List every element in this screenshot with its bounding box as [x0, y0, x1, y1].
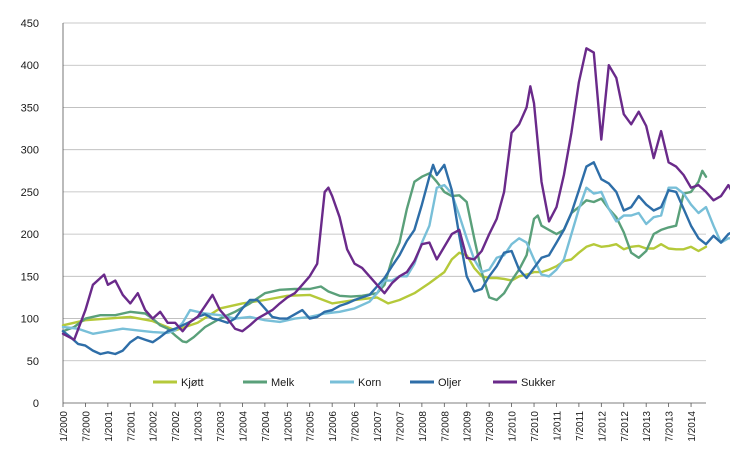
x-tick-label: 1/2007	[373, 411, 384, 442]
x-tick-label: 7/2006	[351, 411, 362, 442]
x-tick-label: 1/2009	[463, 411, 474, 442]
y-tick-label: 350	[21, 102, 39, 114]
y-tick-label: 300	[21, 145, 39, 157]
series-line-sukker	[61, 47, 730, 341]
x-tick-label: 1/2005	[283, 411, 294, 442]
x-tick-label: 1/2003	[194, 411, 205, 442]
x-tick-label: 7/2007	[395, 411, 406, 442]
legend-label-melk: Melk	[271, 377, 295, 389]
y-tick-label: 250	[21, 187, 39, 199]
x-tick-label: 7/2012	[620, 411, 631, 442]
series-lines	[61, 47, 730, 356]
x-tick-label: 1/2001	[104, 411, 115, 442]
x-tick-label: 1/2012	[597, 411, 608, 442]
x-tick-label: 1/2004	[238, 411, 249, 442]
legend-label-korn: Korn	[358, 377, 381, 389]
x-tick-label: 1/2014	[687, 411, 698, 442]
x-tick-label: 7/2009	[485, 411, 496, 442]
legend-label-sukker: Sukker	[521, 377, 556, 389]
x-tick-label: 7/2011	[575, 411, 586, 441]
y-tick-label: 100	[21, 314, 39, 326]
x-tick-label: 7/2008	[440, 411, 451, 442]
x-tick-label: 1/2011	[552, 411, 563, 441]
legend: Kjøtt Melk Korn Oljer Sukker	[153, 377, 556, 389]
series-line-oljer	[61, 161, 730, 356]
y-tick-label: 450	[21, 18, 39, 30]
y-tick-label: 200	[21, 229, 39, 241]
x-tick-label: 7/2010	[530, 411, 541, 442]
x-axis: 1/2000 7/2000 1/2001 7/2001 1/2002 7/2002 1/20…	[59, 402, 706, 442]
x-tick-label: 1/2013	[642, 411, 653, 442]
x-tick-label: 7/2001	[126, 411, 137, 442]
x-tick-label: 7/2000	[81, 411, 92, 442]
x-tick-label: 1/2010	[508, 411, 519, 442]
y-tick-label: 150	[21, 271, 39, 283]
series-line-kjøtt	[61, 243, 708, 332]
y-tick-label: 50	[27, 356, 39, 368]
x-tick-label: 7/2005	[306, 411, 317, 442]
y-tick-label: 400	[21, 60, 39, 72]
series-line-melk	[61, 169, 708, 344]
x-tick-label: 1/2008	[418, 411, 429, 442]
x-tick-label: 7/2002	[171, 411, 182, 442]
legend-label-kjøtt: Kjøtt	[181, 377, 204, 389]
x-tick-label: 1/2000	[59, 411, 70, 442]
x-tick-label: 7/2013	[665, 411, 676, 442]
legend-label-oljer: Oljer	[438, 377, 462, 389]
grid-lines	[63, 22, 706, 362]
x-tick-label: 7/2003	[216, 411, 227, 442]
y-axis: 0 50 100 150 200 250 300 350 400 450	[21, 18, 64, 410]
y-tick-label: 0	[33, 398, 39, 410]
x-tick-label: 1/2006	[328, 411, 339, 442]
x-tick-label: 1/2002	[149, 411, 160, 442]
x-tick-label: 7/2004	[261, 411, 272, 442]
